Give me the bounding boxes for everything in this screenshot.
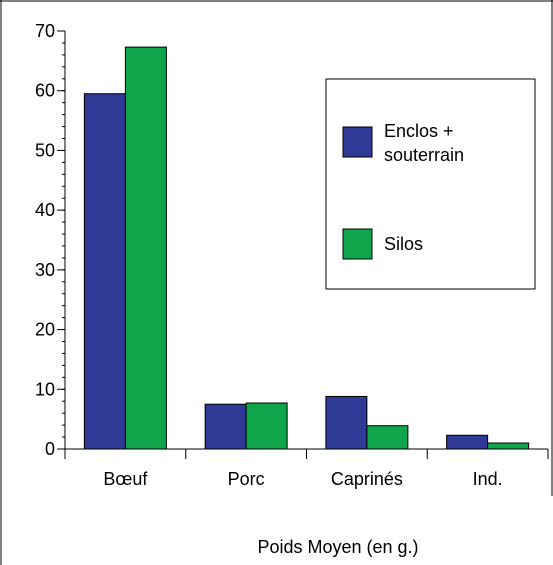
legend: Enclos + souterrain Silos xyxy=(325,78,536,290)
y-tick-label: 20 xyxy=(35,320,55,340)
y-tick-label: 10 xyxy=(35,379,55,399)
bar-silos xyxy=(487,442,530,450)
bar-silos xyxy=(245,402,288,450)
x-tick-label: Ind. xyxy=(473,469,503,489)
x-tick-label: Caprinés xyxy=(331,469,403,489)
bar-enclos xyxy=(83,93,126,450)
y-tick-label: 0 xyxy=(45,439,55,459)
bar-enclos xyxy=(446,434,489,450)
x-tick-label: Bœuf xyxy=(103,469,148,489)
bar-enclos xyxy=(325,395,368,450)
bar-silos xyxy=(124,46,167,450)
x-tick-label: Porc xyxy=(228,469,265,489)
y-tick-label: 40 xyxy=(35,200,55,220)
legend-label-silos: Silos xyxy=(384,234,423,254)
bars xyxy=(83,46,530,450)
y-tick-label: 30 xyxy=(35,260,55,280)
legend-swatch-silos xyxy=(342,228,373,260)
legend-swatch-enclos xyxy=(342,126,373,158)
x-axis: Bœuf Porc Caprinés Ind. xyxy=(64,448,549,489)
y-tick-label: 50 xyxy=(35,140,55,160)
y-tick-label: 60 xyxy=(35,81,55,101)
y-axis: 0 10 20 30 40 50 60 70 xyxy=(35,21,66,459)
y-tick-label: 70 xyxy=(35,21,55,41)
x-axis-title: Poids Moyen (en g.) xyxy=(257,537,418,557)
legend-label-enclos: Enclos + souterrain xyxy=(384,121,464,165)
bar-enclos xyxy=(204,403,247,450)
bar-silos xyxy=(366,425,409,450)
